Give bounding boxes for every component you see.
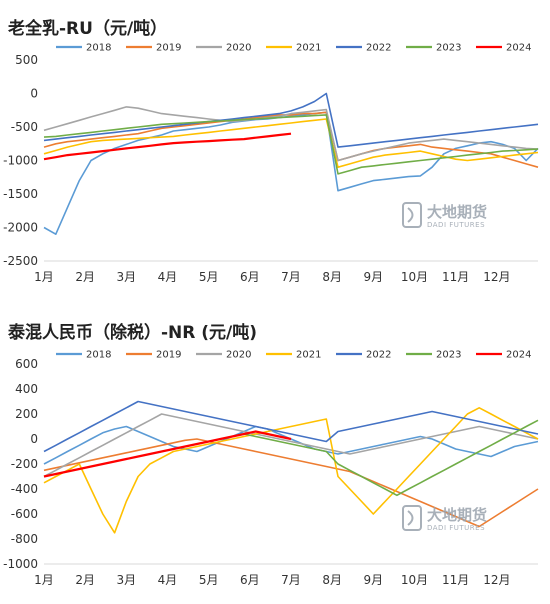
x-tick-label: 3月 xyxy=(117,573,137,587)
legend-label-2023: 2023 xyxy=(436,350,461,361)
legend-label-2018: 2018 xyxy=(86,43,111,54)
series-line-2020 xyxy=(43,413,539,478)
brand-name-en: DADI FUTURES xyxy=(427,524,485,532)
x-tick-label: 10月 xyxy=(401,573,428,587)
x-tick-label: 11月 xyxy=(442,573,469,587)
x-tick-label: 6月 xyxy=(240,573,260,587)
x-tick-label: 5月 xyxy=(199,270,219,284)
y-tick-label: 500 xyxy=(15,53,38,67)
legend-label-2020: 2020 xyxy=(226,350,251,361)
legend-label-2022: 2022 xyxy=(366,350,391,361)
series-line-2023 xyxy=(43,419,539,497)
series-line-2022 xyxy=(43,92,539,148)
y-tick-label: -1500 xyxy=(3,187,38,201)
chart-1-title: 老全乳-RU（元/吨） xyxy=(8,19,168,39)
series-line-2024 xyxy=(43,430,292,478)
x-tick-label: 9月 xyxy=(364,573,384,587)
y-tick-label: -400 xyxy=(11,482,38,496)
y-tick-label: 600 xyxy=(15,357,38,371)
series-line-2021 xyxy=(43,407,539,534)
x-tick-label: 12月 xyxy=(483,573,510,587)
y-tick-label: -600 xyxy=(11,507,38,521)
x-tick-label: 6月 xyxy=(240,270,260,284)
x-tick-label: 5月 xyxy=(199,573,219,587)
y-tick-label: -800 xyxy=(11,532,38,546)
y-tick-label: 400 xyxy=(15,382,38,396)
brand-name: 大地期货 xyxy=(427,203,487,221)
series-line-2022 xyxy=(43,400,539,453)
x-tick-label: 10月 xyxy=(401,270,428,284)
chart-1-legend: 2018 2019 2020 2021 2022 2023 2024 xyxy=(56,43,531,54)
x-tick-label: 4月 xyxy=(158,573,178,587)
y-tick-label: -1000 xyxy=(3,154,38,168)
y-tick-label: -2000 xyxy=(3,221,38,235)
x-tick-label: 2月 xyxy=(75,270,95,284)
legend-label-2023: 2023 xyxy=(436,43,461,54)
x-tick-label: 1月 xyxy=(34,573,54,587)
x-tick-label: 11月 xyxy=(442,270,469,284)
series-line-2019 xyxy=(43,111,539,168)
x-tick-label: 9月 xyxy=(364,270,384,284)
chart-2-legend: 2018 2019 2020 2021 2022 2023 2024 xyxy=(56,350,531,361)
y-tick-label: 200 xyxy=(15,407,38,421)
legend-label-2020: 2020 xyxy=(226,43,251,54)
x-tick-label: 2月 xyxy=(75,573,95,587)
x-tick-label: 8月 xyxy=(322,573,342,587)
legend-label-2021: 2021 xyxy=(296,43,321,54)
x-tick-label: 12月 xyxy=(483,270,510,284)
legend-label-2024: 2024 xyxy=(506,350,531,361)
x-tick-label: 1月 xyxy=(34,270,54,284)
legend-label-2021: 2021 xyxy=(296,350,321,361)
brand-logo-icon xyxy=(402,202,422,228)
series-line-2021 xyxy=(43,118,539,168)
x-tick-label: 4月 xyxy=(158,270,178,284)
legend-label-2024: 2024 xyxy=(506,43,531,54)
chart-2: 2018 2019 2020 2021 2022 2023 2024 600 400 200 0 -2… xyxy=(3,350,539,587)
legend-label-2019: 2019 xyxy=(156,350,181,361)
x-tick-label: 3月 xyxy=(117,270,137,284)
legend-label-2018: 2018 xyxy=(86,350,111,361)
legend-label-2022: 2022 xyxy=(366,43,391,54)
x-tick-label: 7月 xyxy=(281,270,301,284)
series-line-2023 xyxy=(43,114,539,175)
y-tick-label: -2500 xyxy=(3,254,38,268)
y-tick-label: -1000 xyxy=(3,557,38,571)
brand-name-en: DADI FUTURES xyxy=(427,221,485,229)
series-line-2020 xyxy=(43,106,539,162)
y-tick-label: 0 xyxy=(30,87,38,101)
brand-name: 大地期货 xyxy=(427,506,487,524)
y-tick-label: -200 xyxy=(11,457,38,471)
brand-logo-icon xyxy=(402,505,422,531)
legend-label-2019: 2019 xyxy=(156,43,181,54)
series-line-2024 xyxy=(43,132,292,161)
y-tick-label: 0 xyxy=(30,432,38,446)
series-line-2019 xyxy=(43,438,539,528)
y-tick-label: -500 xyxy=(11,120,38,134)
chart-2-title: 泰混人民币（除税）-NR (元/吨) xyxy=(8,323,258,343)
x-tick-label: 8月 xyxy=(322,270,342,284)
x-tick-label: 7月 xyxy=(281,573,301,587)
chart-1: 2018 2019 2020 2021 2022 2023 2024 500 0 -500 -100… xyxy=(3,43,539,284)
